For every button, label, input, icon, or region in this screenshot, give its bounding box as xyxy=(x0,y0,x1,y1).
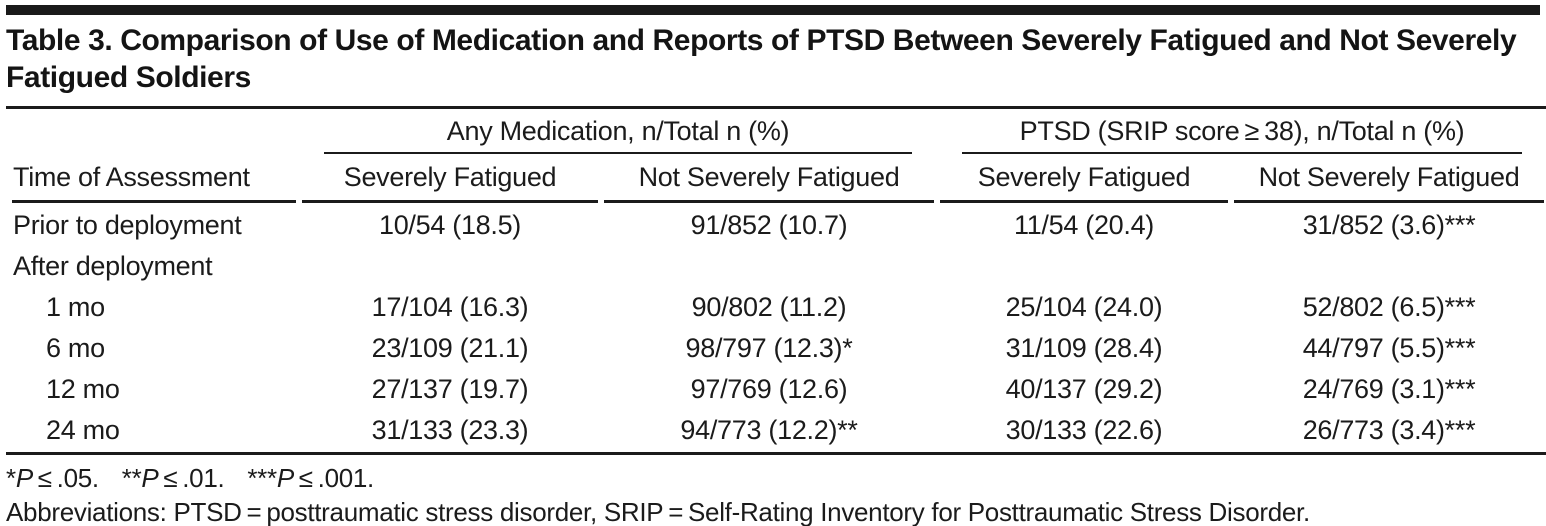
data-cell: 52/802 (6.5)*** xyxy=(1302,291,1476,322)
row-label: 1 mo xyxy=(46,291,105,322)
data-cell: 24/769 (3.1)*** xyxy=(1302,373,1476,404)
data-cell: 94/773 (12.2)** xyxy=(680,414,858,445)
data-cell xyxy=(604,247,934,288)
table-row: 1 mo 17/104 (16.3) 90/802 (11.2) 25/104 … xyxy=(12,288,1544,329)
data-cell: 91/852 (10.7) xyxy=(690,209,848,240)
data-cell: 44/797 (5.5)*** xyxy=(1302,332,1476,363)
data-cell: 31/852 (3.6)*** xyxy=(1302,209,1476,240)
abbreviations-footnote: Abbreviations: PTSD = posttraumatic stre… xyxy=(6,497,1310,526)
data-cell xyxy=(302,247,598,288)
p-value-symbol: P xyxy=(141,462,159,493)
row-label: 24 mo xyxy=(46,414,120,445)
top-rule-bar xyxy=(6,5,1540,15)
data-cell xyxy=(1234,247,1544,288)
data-cell: 98/797 (12.3)* xyxy=(685,332,853,363)
row-label: Prior to deployment xyxy=(13,209,242,240)
table-row: 6 mo 23/109 (21.1) 98/797 (12.3)* 31/109… xyxy=(12,329,1544,370)
table-row: 12 mo 27/137 (19.7) 97/769 (12.6) 40/137… xyxy=(12,370,1544,411)
comparison-table: Time of Assessment Any Medication, n/Tot… xyxy=(6,105,1546,455)
data-cell: 27/137 (19.7) xyxy=(371,373,529,404)
p-value-symbol: P xyxy=(276,462,294,493)
significance-threshold: ≤ .001. xyxy=(293,462,375,493)
row-label: After deployment xyxy=(13,250,213,281)
significance-item: **P ≤ .01. xyxy=(122,463,225,493)
data-cell: 26/773 (3.4)*** xyxy=(1302,414,1476,445)
data-cell: 10/54 (18.5) xyxy=(379,209,521,240)
group-header-any-medication: Any Medication, n/Total n (%) xyxy=(302,109,934,154)
subheader-med-not-severely-fatigued: Not Severely Fatigued xyxy=(604,154,934,203)
column-header-time-of-assessment: Time of Assessment xyxy=(12,109,296,203)
data-cell: 97/769 (12.6) xyxy=(690,373,848,404)
significance-threshold: ≤ .05. xyxy=(32,462,99,493)
row-label: 12 mo xyxy=(46,373,120,404)
data-cell: 17/104 (16.3) xyxy=(371,291,529,322)
significance-stars: *** xyxy=(247,462,277,493)
data-cell: 90/802 (11.2) xyxy=(691,291,847,322)
data-cell: 25/104 (24.0) xyxy=(1005,291,1163,322)
table-row: Prior to deployment 10/54 (18.5) 91/852 … xyxy=(12,203,1544,247)
data-cell: 31/133 (23.3) xyxy=(371,414,529,445)
data-cell: 31/109 (28.4) xyxy=(1005,332,1163,363)
table-footnotes: *P ≤ .05. **P ≤ .01. ***P ≤ .001. Abbrev… xyxy=(6,462,1540,526)
subheader-ptsd-severely-fatigued: Severely Fatigued xyxy=(940,154,1228,203)
significance-stars: * xyxy=(6,462,16,493)
group-header-ptsd-label: PTSD (SRIP score ≥ 38), n/Total n (%) xyxy=(962,109,1523,154)
significance-item: *P ≤ .05. xyxy=(6,463,99,493)
data-cell: 40/137 (29.2) xyxy=(1005,373,1163,404)
data-cell: 30/133 (22.6) xyxy=(1005,414,1163,445)
table-row: 24 mo 31/133 (23.3) 94/773 (12.2)** 30/1… xyxy=(12,411,1544,452)
data-cell: 11/54 (20.4) xyxy=(1014,209,1154,240)
significance-footnote: *P ≤ .05. **P ≤ .01. ***P ≤ .001. xyxy=(6,462,1540,495)
table-header: Time of Assessment Any Medication, n/Tot… xyxy=(12,109,1545,203)
group-header-any-medication-label: Any Medication, n/Total n (%) xyxy=(324,109,912,154)
p-value-symbol: P xyxy=(15,462,33,493)
subheader-row: Severely Fatigued Not Severely Fatigued … xyxy=(12,154,1545,203)
significance-threshold: ≤ .01. xyxy=(158,462,225,493)
subheader-med-severely-fatigued: Severely Fatigued xyxy=(302,154,598,203)
data-cell xyxy=(940,247,1228,288)
significance-stars: ** xyxy=(121,462,142,493)
group-header-row: Time of Assessment Any Medication, n/Tot… xyxy=(12,109,1544,203)
subheader-ptsd-not-severely-fatigued: Not Severely Fatigued xyxy=(1234,154,1545,203)
table-row: After deployment xyxy=(12,247,1544,288)
data-cell: 23/109 (21.1) xyxy=(371,332,529,363)
group-header-ptsd: PTSD (SRIP score ≥ 38), n/Total n (%) xyxy=(940,109,1544,154)
row-label: 6 mo xyxy=(46,332,105,363)
significance-item: ***P ≤ .001. xyxy=(247,463,374,493)
table-body: Prior to deployment 10/54 (18.5) 91/852 … xyxy=(12,203,1544,452)
table-title: Table 3. Comparison of Use of Medication… xyxy=(6,24,1517,94)
